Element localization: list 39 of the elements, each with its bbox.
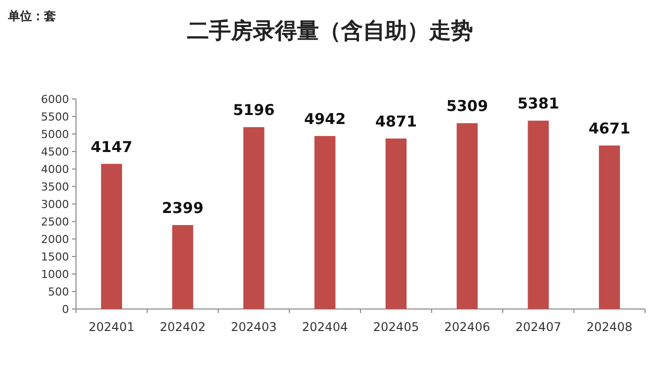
y-tick-label: 0 bbox=[62, 303, 69, 316]
x-tick-label: 202407 bbox=[515, 320, 562, 334]
y-tick-label: 1000 bbox=[41, 268, 69, 281]
x-tick-label: 202401 bbox=[88, 320, 134, 334]
y-tick-label: 3000 bbox=[41, 198, 69, 211]
text: 单位：套 bbox=[7, 9, 56, 23]
bar bbox=[243, 127, 264, 309]
y-tick-label: 4000 bbox=[41, 163, 69, 176]
y-tick-label: 2500 bbox=[41, 216, 69, 228]
data-label: 5381 bbox=[517, 94, 560, 113]
bar bbox=[386, 138, 407, 309]
y-tick-label: 500 bbox=[48, 286, 69, 298]
y-tick-label: 5500 bbox=[41, 110, 69, 124]
x-tick-label: 202402 bbox=[160, 320, 206, 334]
y-tick-label: 1500 bbox=[41, 250, 69, 264]
y-tick-label: 6000 bbox=[41, 93, 69, 106]
data-label: 2399 bbox=[162, 199, 204, 218]
bar bbox=[101, 164, 122, 309]
x-tick-label: 202405 bbox=[373, 320, 419, 334]
bar bbox=[598, 146, 620, 309]
data-label: 4942 bbox=[304, 110, 346, 128]
x-tick-label: 202406 bbox=[444, 320, 490, 334]
y-tick-label: 2000 bbox=[41, 233, 69, 246]
bar bbox=[528, 120, 549, 309]
data-label: 5309 bbox=[446, 97, 488, 116]
data-label: 4871 bbox=[375, 112, 417, 131]
data-label: 5196 bbox=[232, 101, 275, 120]
bar bbox=[314, 136, 336, 309]
y-tick-label: 4500 bbox=[41, 146, 69, 158]
x-tick-label: 202403 bbox=[230, 320, 277, 334]
data-label: 4147 bbox=[90, 138, 132, 156]
bar bbox=[456, 123, 478, 309]
bar bbox=[172, 225, 194, 309]
y-tick-label: 5000 bbox=[41, 128, 69, 141]
x-tick-label: 202404 bbox=[302, 320, 348, 334]
x-tick-label: 202408 bbox=[586, 320, 632, 334]
chart-title: 二手房录得量（含自助）走势 bbox=[187, 18, 473, 44]
data-label: 4671 bbox=[588, 120, 630, 138]
y-tick-label: 3500 bbox=[41, 180, 69, 194]
